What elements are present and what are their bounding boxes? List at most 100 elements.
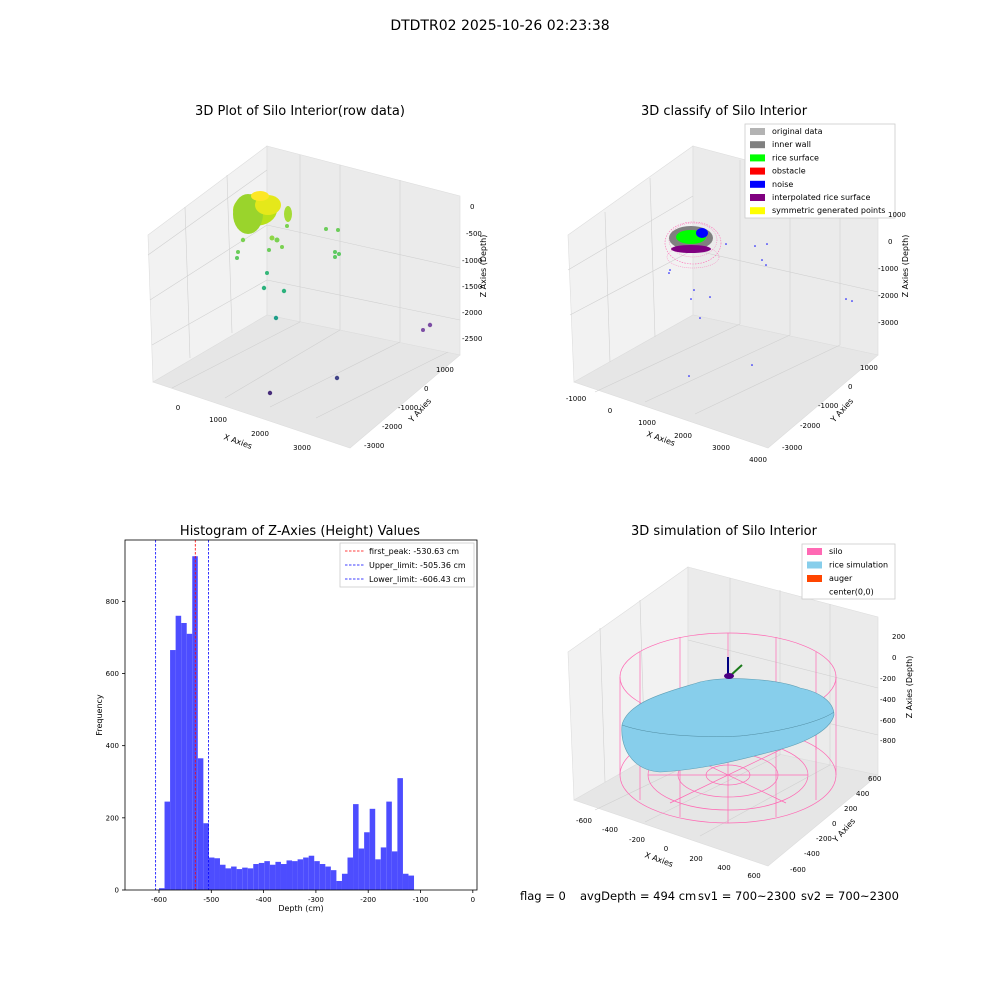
simulation-y-tick: 600 <box>868 775 881 783</box>
histogram-y-label: Frequency <box>95 694 104 736</box>
histogram-bar <box>292 861 298 890</box>
histogram-legend-label: Upper_limit: -505.36 cm <box>369 561 466 570</box>
histogram-title: Histogram of Z-Axies (Height) Values <box>179 524 421 539</box>
simulation-z-axis: 200 0 -200 -400 -600 -800 Z Axies (Depth… <box>880 633 914 745</box>
simulation-x-tick: 600 <box>747 872 760 880</box>
simulation-legend-swatch <box>807 575 822 582</box>
raw-y-tick: 0 <box>424 385 428 393</box>
simulation-legend-label: rice simulation <box>829 561 888 570</box>
raw-3d-plot: 0 1000 2000 3000 X Axies 1000 0 -1000 -2… <box>147 145 488 452</box>
simulation-z-tick: -800 <box>880 737 896 745</box>
raw-3d-grid <box>147 155 461 419</box>
histogram-bar <box>308 855 315 890</box>
histogram-bar <box>358 848 365 890</box>
classify-x-tick: 2000 <box>674 432 692 440</box>
simulation-x-tick: 400 <box>717 864 730 872</box>
histogram-bar <box>208 857 215 890</box>
classify-legend-label: rice surface <box>772 153 819 162</box>
histogram-bars <box>158 556 415 890</box>
classify-z-tick: -1000 <box>878 265 898 273</box>
histogram-bar <box>203 823 209 890</box>
classify-x-tick: 3000 <box>712 444 730 452</box>
histogram-bar <box>280 864 287 890</box>
simulation-legend-swatch <box>807 548 822 555</box>
flag-text: flag = 0 <box>520 889 566 903</box>
classify-legend-swatch <box>750 167 765 175</box>
classify-z-tick: 1000 <box>888 211 906 219</box>
classify-z-label: Z Axies (Depth) <box>901 235 910 298</box>
histogram-x-tick-label: -100 <box>413 896 429 904</box>
histogram-bar <box>391 851 398 890</box>
simulation-z-label: Z Axies (Depth) <box>905 656 914 719</box>
histogram-bar <box>214 858 220 890</box>
histogram-x-tick-label: -600 <box>151 896 167 904</box>
classify-x-tick: -1000 <box>566 395 586 403</box>
simulation-z-tick: -400 <box>880 696 896 704</box>
histogram-bar <box>186 633 193 890</box>
histogram-bar <box>181 622 187 890</box>
histogram-y-tick-label: 0 <box>115 887 119 895</box>
classify-legend-label: interpolated rice surface <box>772 193 870 202</box>
histogram-bar <box>269 864 276 890</box>
classify-legend-swatch <box>750 154 765 162</box>
histogram-bar <box>380 847 387 890</box>
raw-z-tick: -2000 <box>462 309 482 317</box>
classify-3d-plot: original data inner wall rice surface obsta… <box>566 123 910 464</box>
classify-y-tick: -3000 <box>782 444 802 452</box>
raw-x-tick: 0 <box>176 404 180 412</box>
classify-y-tick: 0 <box>848 383 852 391</box>
histogram-chart: -600 -500 -400 -300 -200 -100 0 0200400600800 … <box>95 539 478 913</box>
simulation-z-tick: -200 <box>880 675 896 683</box>
histogram-bar <box>275 861 281 890</box>
raw-y-tick: 1000 <box>436 366 454 374</box>
simulation-z-tick: 200 <box>892 633 905 641</box>
classify-legend-swatch <box>750 194 765 201</box>
simulation-legend-label: silo <box>829 547 843 556</box>
histogram-bar <box>347 857 354 890</box>
histogram-bar <box>242 867 248 890</box>
histogram-bar <box>175 615 182 890</box>
histogram-y-axis: 0 200 400 600 800 <box>106 598 125 895</box>
classify-z-axis: 1000 0 -1000 -2000 -3000 Z Axies (Depth) <box>878 211 910 327</box>
simulation-plot-title: 3D simulation of Silo Interior <box>631 524 817 539</box>
classify-y-tick: -1000 <box>818 402 838 410</box>
classify-legend-swatch <box>750 180 765 188</box>
histogram-reference-lines <box>155 540 209 890</box>
raw-y-tick: -2000 <box>382 423 402 431</box>
classify-3d-floor <box>573 314 879 449</box>
raw-y-tick: -3000 <box>364 442 384 450</box>
histogram-x-tick-label: -300 <box>308 896 324 904</box>
histogram-bar <box>353 804 359 890</box>
histogram-bar <box>170 650 176 890</box>
simulation-y-tick: -400 <box>804 850 820 858</box>
raw-x-tick: 3000 <box>293 444 311 452</box>
histogram-bar <box>192 556 198 890</box>
classify-legend-label: obstacle <box>772 167 806 176</box>
simulation-x-tick: -600 <box>576 817 592 825</box>
simulation-x-label: X Axies <box>643 850 674 869</box>
histogram-legend-label: first_peak: -530.63 cm <box>369 547 459 556</box>
histogram-bar <box>158 888 165 890</box>
histogram-bar <box>236 869 243 890</box>
classify-legend-swatch <box>750 128 765 135</box>
histogram-bar <box>314 861 320 890</box>
classify-3d-grid <box>567 160 879 415</box>
classify-z-tick: 0 <box>888 238 892 246</box>
histogram-bar <box>364 832 370 890</box>
histogram-bar <box>247 868 254 890</box>
histogram-bar <box>286 860 293 890</box>
histogram-x-label: Depth (cm) <box>278 904 323 913</box>
histogram-x-axis: -600 -500 -400 -300 -200 -100 0 <box>151 890 475 904</box>
histogram-bar <box>408 875 415 890</box>
classify-z-tick: -2000 <box>878 292 898 300</box>
histogram-bar <box>319 864 326 890</box>
histogram-y-tick-label: 800 <box>106 598 119 606</box>
classify-x-tick: 1000 <box>638 419 656 427</box>
raw-z-tick: -500 <box>466 230 482 238</box>
histogram-bar <box>402 873 409 890</box>
classify-legend-label: noise <box>772 180 793 189</box>
histogram-bar <box>369 808 376 890</box>
classify-legend-label: original data <box>772 127 823 136</box>
raw-3d-points <box>233 191 433 396</box>
simulation-z-tick: 0 <box>892 654 896 662</box>
